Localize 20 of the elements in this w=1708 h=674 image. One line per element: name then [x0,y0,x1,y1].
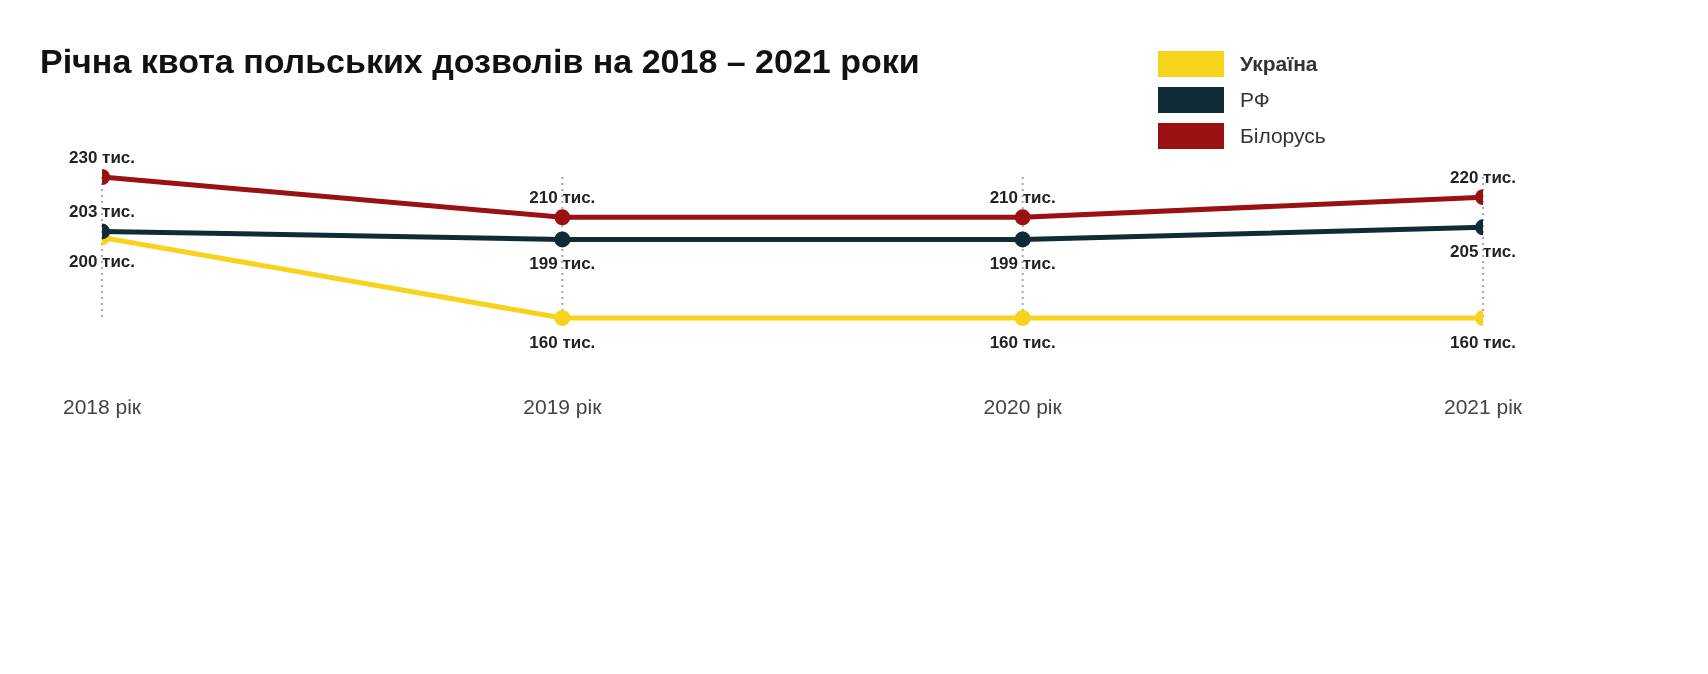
data-label: 199 тис. [529,254,596,274]
data-label: 199 тис. [989,254,1056,274]
data-label: 160 тис. [529,333,596,352]
legend-label: РФ [1240,88,1270,112]
data-label: 200 тис. [68,252,136,272]
data-label: 210 тис. [529,188,596,208]
legend-label: Україна [1240,52,1318,76]
x-tick-label: 2021 рік [1443,395,1523,418]
data-label: 160 тис. [989,333,1056,352]
legend-label: Білорусь [1240,124,1326,148]
chart-title: Річна квота польських дозволів на 2018 – 2021 роки [40,42,920,81]
data-label: 230 тис. [68,148,136,167]
data-label: 205 тис. [1449,242,1517,262]
data-label: 160 тис. [1449,333,1517,352]
data-label: 220 тис. [1449,168,1517,188]
data-label: 210 тис. [989,188,1056,208]
x-tick-label: 2019 рік [523,395,603,418]
x-tick-label: 2018 рік [62,395,142,418]
x-tick-label: 2020 рік [983,395,1063,418]
data-label: 203 тис. [68,202,136,222]
